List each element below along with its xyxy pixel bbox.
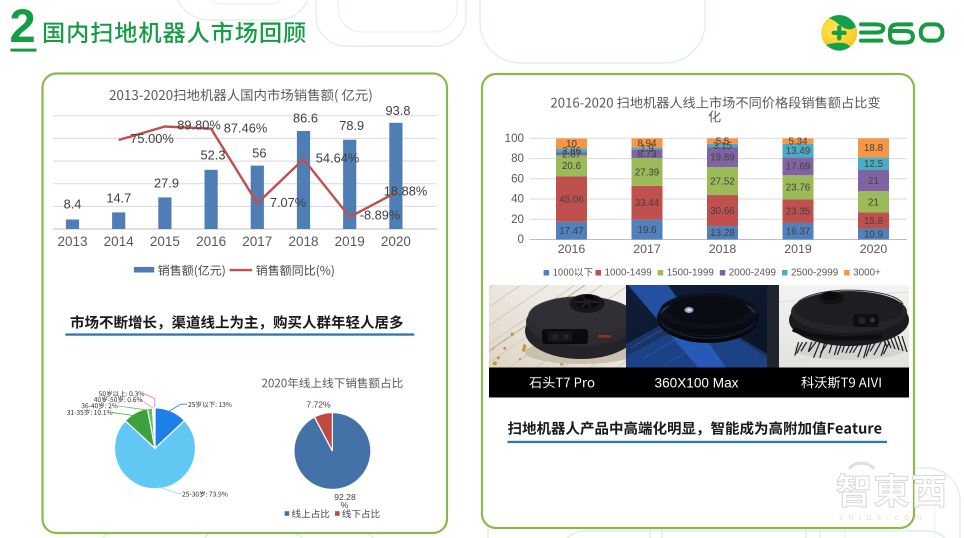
svg-text:3.86: 3.86: [562, 146, 582, 157]
svg-text:13.49: 13.49: [786, 146, 811, 157]
svg-text:1500-1999: 1500-1999: [667, 268, 715, 279]
svg-text:80: 80: [511, 152, 524, 165]
svg-text:2000-2499: 2000-2499: [729, 268, 777, 279]
svg-text:23.76: 23.76: [786, 183, 811, 194]
svg-text:17.69: 17.69: [786, 162, 811, 173]
svg-text:5.34: 5.34: [788, 136, 808, 147]
svg-text:15.8: 15.8: [864, 216, 884, 227]
svg-text:54.64%: 54.64%: [316, 151, 359, 166]
svg-text:27.52: 27.52: [710, 177, 735, 188]
svg-text:23.35: 23.35: [786, 207, 811, 218]
svg-text:16.37: 16.37: [786, 227, 811, 238]
svg-text:1.9: 1.9: [640, 144, 654, 155]
svg-text:-8.89%: -8.89%: [360, 208, 401, 223]
svg-text:75.00%: 75.00%: [130, 131, 173, 146]
svg-text:2500-2999: 2500-2999: [791, 268, 839, 279]
svg-text:18.8: 18.8: [864, 143, 884, 154]
svg-text:45.06: 45.06: [559, 194, 584, 205]
svg-text:8.73: 8.73: [637, 149, 657, 160]
svg-text:2019: 2019: [784, 242, 812, 256]
svg-text:2020: 2020: [860, 242, 888, 256]
svg-text:20: 20: [511, 213, 524, 226]
svg-text:2: 2: [10, 0, 36, 52]
svg-text:13.28: 13.28: [710, 228, 735, 239]
svg-text:86.6: 86.6: [293, 110, 318, 125]
svg-text:21: 21: [868, 197, 879, 208]
svg-text:27.9: 27.9: [154, 176, 179, 191]
svg-text:360X100 Max: 360X100 Max: [655, 375, 739, 390]
svg-text:2020: 2020: [381, 234, 411, 249]
svg-text:60: 60: [511, 172, 524, 185]
svg-text:100: 100: [505, 132, 524, 145]
svg-text:87.46%: 87.46%: [224, 121, 267, 136]
svg-text:52.3: 52.3: [201, 147, 226, 162]
svg-text:3000+: 3000+: [853, 268, 881, 279]
svg-text:3.15: 3.15: [713, 141, 733, 152]
svg-text:2016: 2016: [558, 242, 586, 256]
svg-text:14.7: 14.7: [106, 190, 131, 205]
svg-text:%: %: [341, 500, 349, 510]
svg-text:8.4: 8.4: [64, 197, 82, 212]
svg-text:2018: 2018: [288, 234, 318, 249]
svg-text:92.28: 92.28: [334, 492, 356, 502]
svg-text:10.9: 10.9: [864, 229, 883, 240]
svg-text:5.5: 5.5: [716, 137, 730, 148]
svg-text:7.07%: 7.07%: [270, 195, 306, 210]
svg-text:2015: 2015: [150, 234, 180, 249]
svg-text:21: 21: [868, 176, 879, 187]
svg-text:2014: 2014: [104, 234, 135, 249]
svg-text:89.80%: 89.80%: [177, 118, 220, 133]
svg-text:2.87: 2.87: [562, 149, 581, 160]
svg-text:17.47: 17.47: [559, 226, 584, 237]
svg-text:10: 10: [566, 139, 577, 150]
svg-text:93.8: 93.8: [386, 103, 411, 118]
svg-text:8.94: 8.94: [637, 138, 657, 149]
svg-text:7.72%: 7.72%: [306, 399, 331, 409]
svg-text:1000-1499: 1000-1499: [605, 268, 653, 279]
svg-text:27.39: 27.39: [635, 167, 660, 178]
svg-text:33.44: 33.44: [635, 198, 660, 209]
svg-text:2019: 2019: [335, 234, 365, 249]
svg-text:40: 40: [511, 193, 524, 206]
svg-text:z h i d x . c o m: z h i d x . c o m: [839, 512, 923, 522]
svg-text:78.9: 78.9: [339, 118, 364, 133]
svg-text:19.6: 19.6: [637, 225, 657, 236]
svg-text:2018: 2018: [709, 242, 737, 256]
svg-text:19.89: 19.89: [710, 153, 735, 164]
svg-text:20.6: 20.6: [562, 161, 582, 172]
svg-text:18.88%: 18.88%: [384, 184, 427, 199]
svg-text:30.66: 30.66: [710, 206, 735, 217]
svg-text:2017: 2017: [242, 234, 272, 249]
svg-text:56: 56: [252, 145, 266, 160]
svg-text:2016: 2016: [196, 234, 226, 249]
svg-text:2013: 2013: [57, 234, 87, 249]
svg-text:0: 0: [518, 233, 524, 246]
svg-text:12.5: 12.5: [864, 159, 884, 170]
svg-text:2017: 2017: [633, 242, 661, 256]
